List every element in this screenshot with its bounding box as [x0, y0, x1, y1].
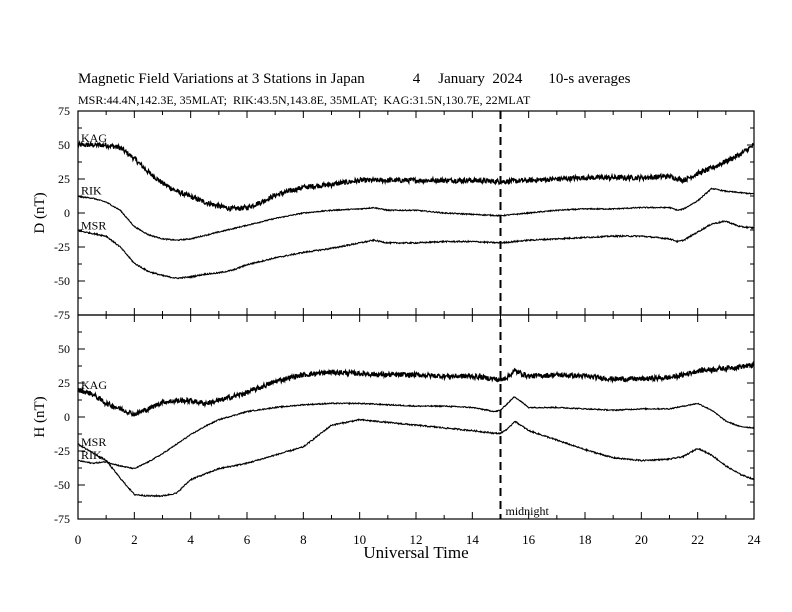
- series-label-rik: RIK: [81, 183, 102, 197]
- series-label-rik: RIK: [81, 448, 102, 462]
- series-line-rik: [77, 396, 755, 470]
- series-line-msr: [78, 220, 755, 280]
- x-tick-label: 16: [522, 532, 536, 547]
- x-tick-label: 4: [187, 532, 194, 547]
- averaging-label: 10-s averages: [548, 71, 631, 87]
- series-line-rik: [77, 187, 755, 242]
- x-tick-label: 22: [691, 532, 704, 547]
- y-tick-label: 75: [58, 104, 70, 118]
- y-tick-label: 25: [58, 376, 70, 390]
- y-axis-label: H (nT): [32, 396, 48, 437]
- x-axis-label: Universal Time: [363, 543, 468, 562]
- x-tick-label: 24: [748, 532, 762, 547]
- y-tick-label: -75: [54, 512, 70, 526]
- series-line-kag: [77, 360, 755, 417]
- y-tick-label: -25: [54, 240, 70, 254]
- y-axis-label: D (nT): [32, 192, 48, 233]
- y-tick-label: 0: [64, 410, 70, 424]
- panel-frame-bottom: [77, 314, 755, 520]
- y-tick-label: 0: [64, 206, 70, 220]
- y-tick-label: 50: [58, 342, 70, 356]
- y-tick-label: -75: [54, 308, 70, 322]
- x-tick-label: 20: [635, 532, 648, 547]
- y-tick-label: -50: [54, 274, 70, 288]
- series-label-kag: KAG: [81, 378, 107, 392]
- series-label-msr: MSR: [81, 435, 106, 449]
- chart-title: Magnetic Field Variations at 3 Stations …: [78, 71, 630, 88]
- series-label-kag: KAG: [81, 131, 107, 145]
- stations-subtitle: MSR:44.4N,142.3E, 35MLAT; RIK:43.5N,143.…: [78, 93, 531, 107]
- panel-frame-top: [77, 110, 755, 316]
- y-tick-label: -50: [54, 478, 70, 492]
- series-label-msr: MSR: [81, 218, 106, 232]
- x-tick-label: 6: [244, 532, 251, 547]
- x-tick-label: 8: [300, 532, 307, 547]
- title-text: Magnetic Field Variations at 3 Stations …: [78, 71, 365, 87]
- series-line-kag: [77, 139, 755, 212]
- midnight-label: midnight: [506, 504, 550, 518]
- x-tick-label: 14: [466, 532, 480, 547]
- date-day: 4: [412, 71, 421, 87]
- y-tick-label: -25: [54, 444, 70, 458]
- x-tick-label: 12: [410, 532, 423, 547]
- x-tick-label: 0: [75, 532, 82, 547]
- y-tick-label: 50: [58, 138, 70, 152]
- x-tick-label: 10: [353, 532, 366, 547]
- y-tick-label: 25: [58, 172, 70, 186]
- x-tick-label: 2: [131, 532, 138, 547]
- date-text: January 2024: [438, 71, 523, 87]
- x-tick-label: 18: [579, 532, 592, 547]
- series-line-msr: [77, 418, 754, 498]
